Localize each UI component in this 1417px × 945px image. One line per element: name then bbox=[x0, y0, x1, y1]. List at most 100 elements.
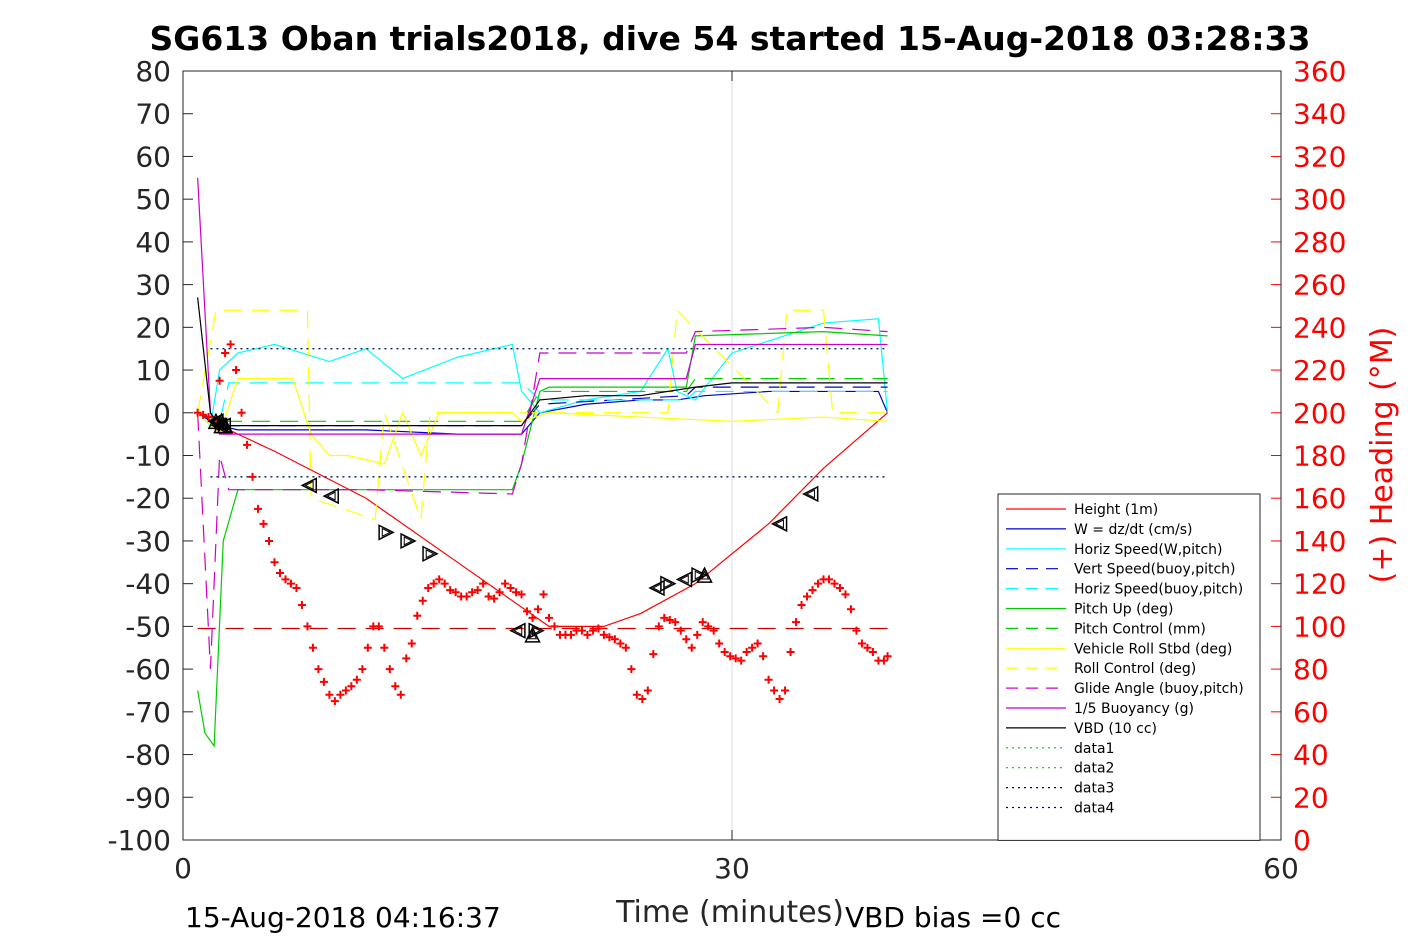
triangle-right-marker-inner bbox=[381, 527, 392, 538]
heading-point bbox=[517, 590, 526, 599]
right-tick-label: 360 bbox=[1293, 55, 1346, 88]
heading-point bbox=[286, 579, 295, 588]
heading-point bbox=[797, 601, 806, 610]
heading-point bbox=[808, 586, 817, 595]
heading-point bbox=[846, 605, 855, 614]
triangle-left-marker bbox=[802, 485, 819, 503]
heading-point bbox=[303, 622, 312, 631]
triangle-up-marker-inner bbox=[527, 629, 538, 640]
heading-point bbox=[726, 652, 735, 661]
right-tick-label: 240 bbox=[1293, 311, 1346, 344]
right-tick-label: 320 bbox=[1293, 140, 1346, 173]
heading-point bbox=[484, 592, 493, 601]
heading-point bbox=[868, 648, 877, 657]
triangle-right-marker-inner bbox=[694, 570, 705, 580]
heading-point bbox=[424, 583, 433, 592]
heading-point bbox=[665, 615, 674, 624]
heading-point bbox=[347, 682, 356, 691]
heading-point bbox=[649, 650, 658, 659]
heading-point bbox=[440, 579, 449, 588]
y-tick-label: -80 bbox=[125, 739, 171, 772]
right-tick-label: 100 bbox=[1293, 610, 1346, 643]
y-tick-label: -20 bbox=[125, 482, 171, 515]
triangle-up-marker bbox=[213, 412, 230, 430]
triangle-up-marker-inner bbox=[216, 416, 227, 426]
heading-point bbox=[704, 622, 713, 631]
heading-point bbox=[583, 630, 592, 639]
legend-label: Vehicle Roll Stbd (deg) bbox=[1074, 641, 1232, 657]
right-axis-label: (+) Heading (°M) bbox=[1365, 327, 1400, 584]
heading-point bbox=[435, 575, 444, 584]
right-tick-label: 80 bbox=[1293, 653, 1329, 686]
y-tick-label: 10 bbox=[135, 354, 171, 387]
y-tick-label: -70 bbox=[125, 696, 171, 729]
heading-point bbox=[764, 675, 773, 684]
right-tick-label: 260 bbox=[1293, 269, 1346, 302]
heading-point bbox=[792, 618, 801, 627]
heading-point bbox=[352, 675, 361, 684]
triangle-left-marker bbox=[300, 477, 318, 494]
right-tick-label: 200 bbox=[1293, 397, 1346, 430]
heading-point bbox=[446, 586, 455, 595]
y-tick-label: 70 bbox=[135, 98, 171, 131]
right-tick-label: 0 bbox=[1293, 824, 1311, 857]
heading-point bbox=[528, 613, 537, 622]
heading-point bbox=[199, 410, 208, 419]
triangle-left-marker-inner bbox=[304, 480, 314, 491]
heading-point bbox=[671, 618, 680, 627]
heading-point bbox=[824, 575, 833, 584]
series-line bbox=[197, 308, 888, 521]
legend-label: Pitch Up (deg) bbox=[1074, 602, 1173, 618]
footer-vbd-bias: VBD bias =0 cc bbox=[845, 901, 1061, 934]
heading-point bbox=[391, 682, 400, 691]
triangle-right-marker-inner bbox=[403, 536, 414, 546]
heading-point bbox=[336, 690, 345, 699]
heading-point bbox=[594, 624, 603, 633]
legend-label: Roll Control (deg) bbox=[1074, 661, 1196, 677]
legend: Height (1m) W = dz/dt (cm/s) Horiz Speed(W… bbox=[997, 493, 1261, 841]
triangle-left-marker bbox=[509, 622, 526, 639]
y-tick-label: 50 bbox=[135, 183, 171, 216]
right-tick-label: 300 bbox=[1293, 183, 1346, 216]
y-tick-label: -50 bbox=[125, 610, 171, 643]
series-line bbox=[197, 386, 888, 427]
y-tick-label: -30 bbox=[125, 525, 171, 558]
plot-frame bbox=[182, 70, 1282, 841]
heading-point bbox=[737, 656, 746, 665]
heading-point bbox=[506, 583, 515, 592]
heading-point bbox=[490, 594, 499, 603]
footer-timestamp: 15-Aug-2018 04:16:37 bbox=[185, 901, 501, 934]
heading-point bbox=[693, 630, 702, 639]
heading-point bbox=[265, 536, 274, 545]
heading-point bbox=[781, 686, 790, 695]
heading-point bbox=[753, 639, 762, 648]
right-tick-label: 280 bbox=[1293, 226, 1346, 259]
heading-point bbox=[468, 588, 477, 597]
right-tick-label: 220 bbox=[1293, 354, 1346, 387]
heading-point bbox=[643, 686, 652, 695]
heading-point bbox=[479, 579, 488, 588]
heading-point bbox=[883, 652, 892, 661]
right-tick-label: 140 bbox=[1293, 525, 1346, 558]
y-tick-label: -40 bbox=[125, 568, 171, 601]
heading-point bbox=[237, 408, 246, 417]
heading-point bbox=[857, 639, 866, 648]
right-tick-label: 120 bbox=[1293, 568, 1346, 601]
legend-label: Pitch Control (mm) bbox=[1074, 621, 1206, 637]
heading-point bbox=[413, 611, 422, 620]
triangle-right-marker bbox=[378, 524, 395, 541]
legend-label: data1 bbox=[1074, 741, 1114, 757]
legend-label: Height (1m) bbox=[1074, 502, 1158, 518]
heading-point bbox=[775, 695, 784, 704]
heading-point bbox=[297, 601, 306, 610]
heading-point bbox=[599, 630, 608, 639]
right-tick-label: 40 bbox=[1293, 739, 1329, 772]
heading-point bbox=[627, 665, 636, 674]
heading-point bbox=[534, 605, 543, 614]
heading-point bbox=[226, 340, 235, 349]
series-layer bbox=[197, 177, 889, 748]
triangle-left-marker-inner bbox=[774, 519, 784, 529]
heading-point bbox=[330, 697, 339, 706]
heading-point bbox=[621, 643, 630, 652]
heading-point bbox=[254, 504, 263, 513]
